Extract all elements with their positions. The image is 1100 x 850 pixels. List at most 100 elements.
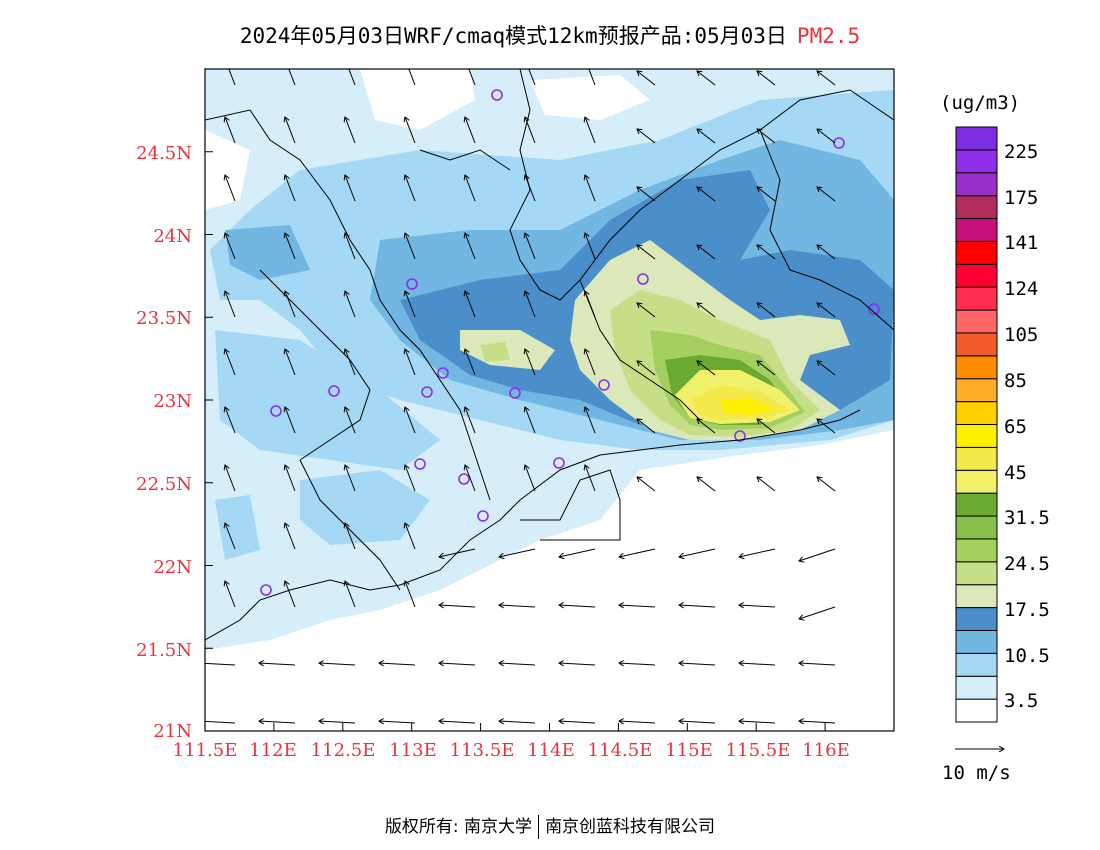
colorbar-swatch xyxy=(955,515,998,540)
colorbar-swatch xyxy=(955,240,998,265)
wind-arrow xyxy=(259,663,296,665)
colorbar-swatch xyxy=(955,675,998,700)
wind-arrow xyxy=(379,663,416,665)
wind-arrow xyxy=(585,407,596,434)
wind-arrow xyxy=(285,465,296,492)
wind-arrow xyxy=(739,721,776,723)
lon-label-112-5: 112.5E xyxy=(310,740,376,761)
colorbar-swatch xyxy=(955,538,998,563)
wind-arrow xyxy=(345,175,356,202)
wind-arrow xyxy=(528,69,536,86)
wind-arrow xyxy=(205,662,236,666)
map-title: 2024年05月03日WRF/cmaq模式12km预报产品:05月03日 PM2.… xyxy=(0,20,1100,50)
wind-arrow xyxy=(525,349,536,376)
wind-arrow xyxy=(559,663,596,665)
wind-arrow xyxy=(345,581,356,608)
wind-arrow xyxy=(697,361,716,376)
wind-arrow xyxy=(285,581,296,608)
wind-arrow xyxy=(319,721,356,723)
wind-arrow xyxy=(817,187,836,202)
colorbar-label: 10.5 xyxy=(1004,645,1050,667)
wind-arrow xyxy=(817,303,836,318)
wind-arrow xyxy=(619,605,656,607)
wind-arrow xyxy=(499,721,536,723)
wind-arrow xyxy=(585,117,596,144)
wind-arrow xyxy=(585,465,596,492)
wind-arrow xyxy=(757,477,776,492)
concentration-field xyxy=(205,69,894,731)
wind-arrow xyxy=(799,721,836,723)
colorbar-swatch xyxy=(955,652,998,677)
credit-separator xyxy=(538,815,540,839)
colorbar-swatch xyxy=(955,218,998,242)
colorbar-label: 85 xyxy=(1004,370,1027,392)
colorbar-label: 31.5 xyxy=(1004,507,1050,529)
wind-arrow xyxy=(679,663,716,665)
colorbar-label: 225 xyxy=(1004,141,1039,163)
colorbar-label: 105 xyxy=(1004,324,1039,346)
lat-label-22: 22N xyxy=(153,557,192,578)
colorbar-swatch xyxy=(955,355,998,380)
wind-arrow xyxy=(345,523,356,550)
colorbar-label: 175 xyxy=(1004,187,1039,209)
colorbar-swatch xyxy=(955,492,998,517)
wind-arrow xyxy=(585,175,596,202)
wind-arrow xyxy=(697,71,716,86)
wind-arrow xyxy=(679,548,716,557)
wind-arrow xyxy=(225,523,236,550)
wind-arrow xyxy=(345,407,356,434)
wind-arrow xyxy=(405,465,416,492)
colorbar-label: 3.5 xyxy=(1004,690,1039,712)
lon-label-111-5: 111.5E xyxy=(172,740,238,761)
lat-label-23: 23N xyxy=(153,391,192,412)
wind-arrow xyxy=(525,175,536,202)
wind-arrow xyxy=(757,71,776,86)
wind-arrow xyxy=(259,721,296,723)
wind-arrow xyxy=(697,477,716,492)
wind-arrow xyxy=(319,663,356,665)
wind-arrow xyxy=(757,245,776,260)
lat-label-22-5: 22.5N xyxy=(136,474,192,495)
wind-arrow xyxy=(637,187,656,202)
colorbar-label: 124 xyxy=(1004,278,1039,300)
wind-arrow xyxy=(499,663,536,665)
axis-ticks xyxy=(204,68,826,732)
wind-arrow xyxy=(619,548,656,557)
wind-arrow xyxy=(757,129,776,144)
wind-arrow xyxy=(757,419,776,434)
wind-arrow xyxy=(679,721,716,723)
wind-arrow xyxy=(817,361,836,376)
wind-arrow xyxy=(525,233,536,260)
wind-arrow xyxy=(697,187,716,202)
wind-arrow xyxy=(739,548,776,557)
wind-arrow xyxy=(345,117,356,144)
lon-label-113-5: 113.5E xyxy=(449,740,515,761)
colorbar-label: 24.5 xyxy=(1004,553,1050,575)
lon-label-114-5: 114.5E xyxy=(587,740,653,761)
lon-label-116: 116E xyxy=(802,740,850,761)
wind-arrow xyxy=(637,303,656,318)
lon-label-115-5: 115.5E xyxy=(725,740,791,761)
wind-arrow xyxy=(285,233,296,260)
wind-arrow xyxy=(637,361,656,376)
wind-arrow xyxy=(405,233,416,260)
wind-arrow xyxy=(468,69,476,86)
wind-arrow xyxy=(405,407,416,434)
wind-arrow xyxy=(588,69,596,86)
wind-arrow xyxy=(637,71,656,86)
colorbar-swatch xyxy=(955,698,998,723)
colorbar-swatch xyxy=(955,401,998,426)
colorbar xyxy=(955,126,998,723)
colorbar-swatch xyxy=(955,446,998,471)
wind-arrow xyxy=(465,291,476,318)
wind-arrow xyxy=(348,69,356,86)
wind-arrow xyxy=(405,523,416,550)
wind-arrow xyxy=(817,71,836,86)
colorbar-label: 45 xyxy=(1004,462,1027,484)
wind-arrow xyxy=(379,721,416,723)
title-species: PM2.5 xyxy=(796,24,861,48)
colorbar-label: 65 xyxy=(1004,416,1027,438)
colorbar-swatch xyxy=(955,607,998,631)
